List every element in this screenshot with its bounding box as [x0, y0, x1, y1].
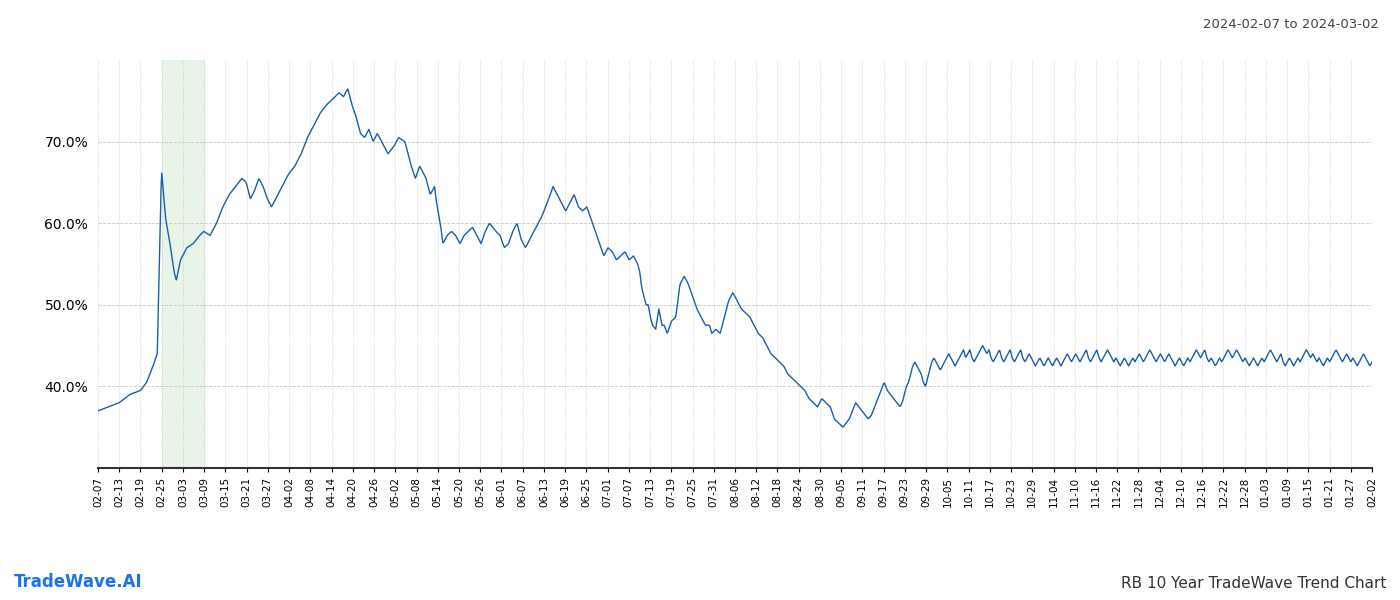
- Text: RB 10 Year TradeWave Trend Chart: RB 10 Year TradeWave Trend Chart: [1120, 576, 1386, 591]
- Text: TradeWave.AI: TradeWave.AI: [14, 573, 143, 591]
- Text: 2024-02-07 to 2024-03-02: 2024-02-07 to 2024-03-02: [1203, 18, 1379, 31]
- Bar: [162, 60, 204, 468]
